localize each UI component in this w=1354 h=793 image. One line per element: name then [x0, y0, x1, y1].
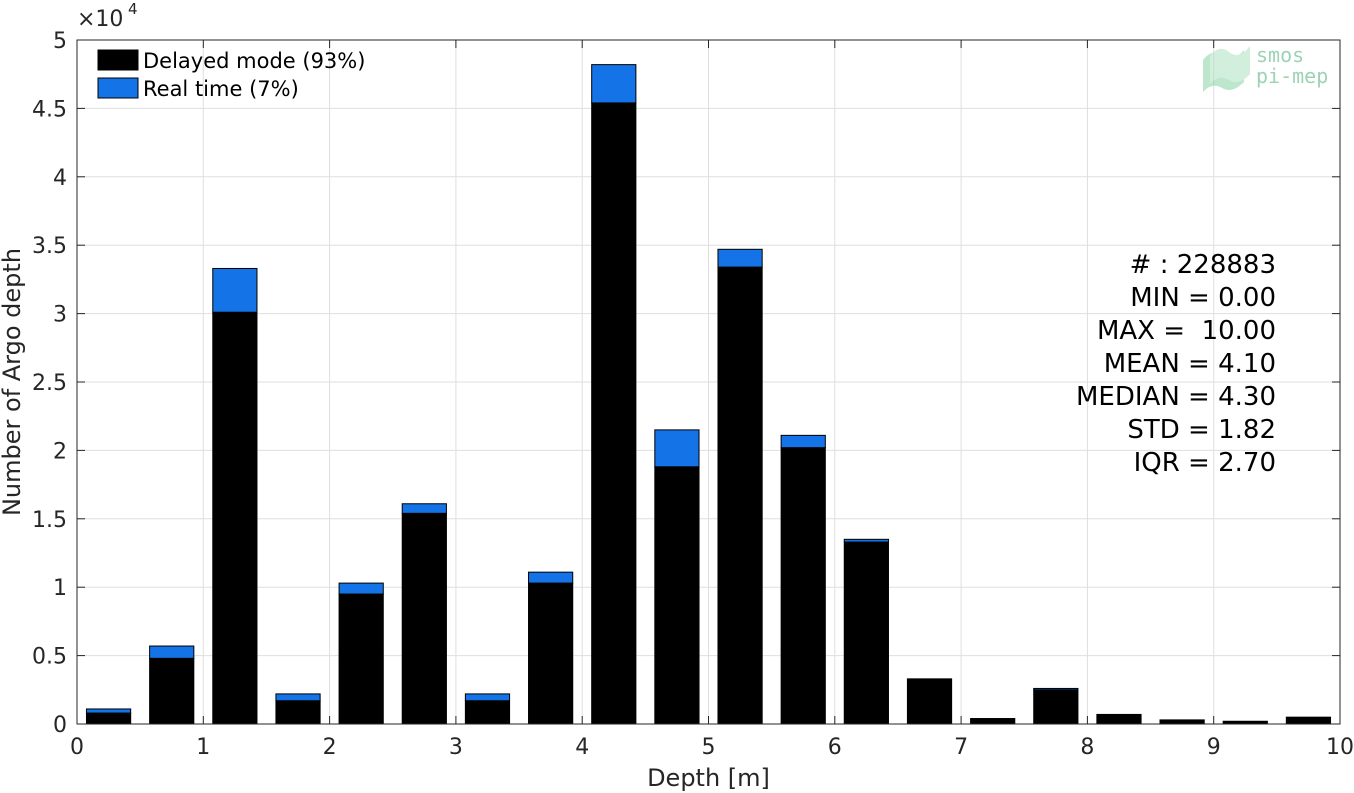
bar-real-time [717, 248, 763, 268]
bar-delayed-mode [401, 512, 447, 725]
bar-real-time [654, 429, 700, 468]
bar-delayed-mode [591, 102, 637, 725]
y-exponent-label: ×10 [77, 7, 123, 32]
bar-delayed-mode [338, 593, 384, 725]
y-tick-label: 4.5 [32, 97, 67, 122]
bar-real-time [212, 267, 258, 313]
y-tick-label: 0 [53, 713, 67, 738]
bar-real-time [780, 434, 826, 449]
x-axis-label: Depth [m] [647, 764, 770, 792]
bar-delayed-mode [1096, 713, 1142, 725]
bar-real-time [149, 645, 195, 659]
bar-delayed-mode [717, 266, 763, 725]
bar-real-time [85, 708, 132, 714]
bar-delayed-mode [85, 712, 132, 725]
bar-delayed-mode [970, 718, 1016, 725]
x-tick-label: 1 [196, 735, 210, 760]
y-axis-label: Number of Argo depth [0, 248, 26, 516]
legend-swatch [97, 77, 139, 99]
x-tick-label: 5 [702, 735, 716, 760]
x-tick-label: 8 [1080, 735, 1094, 760]
stat-line: MAX = 10.00 [1097, 316, 1276, 346]
bar-real-time [1033, 687, 1079, 691]
stat-line: STD = 1.82 [1127, 415, 1276, 445]
x-tick-label: 10 [1326, 735, 1354, 760]
bar-delayed-mode [464, 700, 511, 725]
y-tick-label: 4 [53, 166, 67, 191]
bar-delayed-mode [780, 447, 826, 725]
bar-real-time [338, 582, 384, 595]
y-tick-label: 3 [53, 303, 67, 328]
legend-label: Real time (7%) [143, 77, 299, 101]
stat-line: # : 228883 [1130, 250, 1276, 280]
bar-delayed-mode [149, 657, 195, 725]
legend: Delayed mode (93%) Real time (7%) [97, 49, 365, 101]
logo-text-pi-mep: pi-mep [1256, 64, 1328, 88]
bar-real-time [401, 503, 447, 514]
stat-line: IQR = 2.70 [1134, 448, 1276, 478]
y-tick-label: 2.5 [32, 371, 67, 396]
x-tick-label: 0 [70, 735, 84, 760]
bar-delayed-mode [906, 678, 953, 725]
bar-real-time [275, 693, 321, 702]
stat-line: MEAN = 4.10 [1104, 349, 1276, 379]
bar-real-time [528, 571, 574, 584]
axis-ticks: 0 1 2 3 4 5 6 7 8 9 10 0 0.5 1 1.5 2 2.5 3 3.5 4 4.5 5 [32, 29, 1354, 760]
bar-delayed-mode [212, 311, 258, 725]
bar-real-time [843, 538, 889, 543]
bar-delayed-mode [528, 582, 574, 725]
smos-pi-mep-logo: smos pi-mep [1203, 43, 1328, 92]
logo-waves-icon [1203, 46, 1250, 92]
bar-real-time [591, 64, 637, 104]
bar-delayed-mode [275, 700, 321, 725]
x-tick-label: 9 [1207, 735, 1221, 760]
x-tick-label: 2 [323, 735, 337, 760]
y-exponent-power: 4 [128, 0, 138, 18]
bar-series [85, 64, 1332, 725]
legend-label: Delayed mode (93%) [143, 49, 365, 73]
bar-real-time [464, 693, 511, 702]
legend-swatch [97, 49, 139, 71]
x-tick-label: 4 [575, 735, 589, 760]
bar-delayed-mode [1159, 719, 1205, 725]
bar-delayed-mode [1033, 689, 1079, 725]
y-tick-label: 0.5 [32, 645, 67, 670]
bar-delayed-mode [843, 541, 889, 725]
stat-line: MEDIAN = 4.30 [1076, 382, 1276, 412]
y-tick-label: 5 [53, 29, 67, 54]
y-exponent: ×10 4 [77, 0, 138, 32]
x-tick-label: 7 [954, 735, 968, 760]
x-tick-label: 3 [449, 735, 463, 760]
x-tick-label: 6 [828, 735, 842, 760]
stat-line: MIN = 0.00 [1130, 283, 1276, 313]
bar-delayed-mode [654, 466, 700, 725]
y-tick-label: 1.5 [32, 508, 67, 533]
logo-text-smos: smos [1256, 43, 1304, 67]
y-tick-label: 1 [53, 576, 67, 601]
y-tick-label: 3.5 [32, 234, 67, 259]
bar-delayed-mode [1285, 716, 1332, 725]
y-tick-label: 2 [53, 439, 67, 464]
